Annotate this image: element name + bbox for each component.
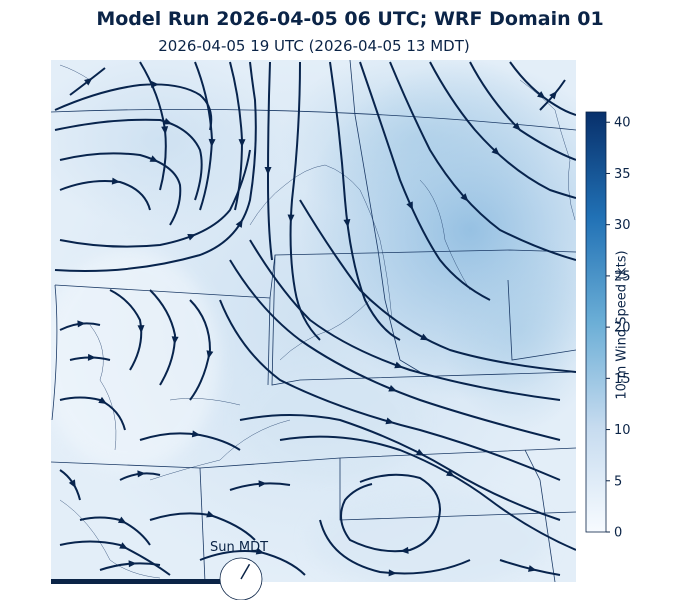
flow-direction-arrow-icon — [77, 320, 86, 328]
flow-direction-arrow-icon — [84, 77, 93, 86]
wind-speed-shading — [51, 60, 576, 582]
flow-direction-arrow-icon — [388, 569, 397, 577]
flow-direction-arrow-icon — [235, 219, 243, 228]
colorbar-tick-label: 15 — [614, 372, 631, 387]
time-indicator-label: Sun MDT — [210, 540, 269, 555]
colorbar-ticks: 0 5 10 15 20 25 30 35 40 — [606, 116, 631, 541]
colorbar-gradient — [585, 111, 607, 533]
colorbar-tick-label: 40 — [614, 116, 631, 131]
flow-direction-arrow-icon — [287, 214, 295, 223]
streamline — [149, 289, 177, 386]
streamline — [429, 61, 576, 199]
flow-direction-arrow-icon — [87, 353, 97, 361]
flow-direction-arrow-icon — [460, 193, 469, 202]
flow-direction-arrow-icon — [149, 155, 159, 162]
streamline — [389, 61, 576, 261]
flow-direction-arrow-icon — [238, 139, 246, 148]
streamline — [109, 289, 143, 371]
flow-direction-arrow-icon — [415, 448, 425, 456]
time-progress-bar — [51, 579, 241, 584]
streamline — [299, 199, 576, 373]
flow-direction-arrow-icon — [137, 325, 145, 334]
colorbar-tick-label: 30 — [614, 218, 631, 233]
streamline — [59, 540, 171, 576]
streamline — [319, 519, 471, 575]
streamline — [54, 118, 203, 201]
flow-direction-arrow-icon — [406, 201, 413, 211]
flow-direction-arrow-icon — [187, 234, 196, 241]
flow-direction-arrow-icon — [537, 91, 546, 99]
flow-direction-arrow-icon — [400, 546, 409, 554]
flow-direction-arrow-icon — [258, 480, 267, 488]
flow-direction-arrow-icon — [528, 565, 537, 572]
streamline — [266, 61, 273, 261]
streamline — [59, 396, 126, 431]
flow-direction-arrow-icon — [137, 470, 146, 478]
flow-direction-arrow-icon — [264, 166, 272, 175]
colorbar-label: 10-m Wind Speed (kts) — [614, 250, 630, 400]
flow-direction-arrow-icon — [191, 430, 201, 438]
clock-hand — [240, 563, 251, 580]
streamline — [509, 61, 576, 116]
flow-direction-arrow-icon — [171, 336, 179, 345]
flow-direction-arrow-icon — [446, 469, 455, 477]
streamline — [59, 152, 182, 226]
colorbar-tick-label: 10 — [614, 423, 631, 438]
streamline — [340, 473, 442, 553]
colorbar-tick-label: 25 — [614, 269, 631, 284]
flow-direction-arrow-icon — [512, 122, 521, 131]
wind-streamlines — [54, 61, 576, 577]
time-indicator — [51, 557, 263, 600]
rivers-and-counties — [59, 64, 576, 579]
flow-direction-arrow-icon — [420, 333, 429, 341]
streamline — [229, 259, 561, 441]
flow-direction-arrow-icon — [119, 542, 128, 550]
flow-direction-arrow-icon — [388, 385, 397, 392]
flow-direction-arrow-icon — [163, 117, 173, 125]
flow-direction-arrow-icon — [161, 126, 169, 135]
page-title: Model Run 2026-04-05 06 UTC; WRF Domain … — [96, 8, 604, 30]
flow-direction-arrow-icon — [206, 350, 214, 359]
colorbar-tick-label: 20 — [614, 321, 631, 336]
flow-direction-arrow-icon — [343, 218, 351, 228]
streamline — [54, 61, 257, 272]
flow-direction-arrow-icon — [98, 396, 107, 404]
streamline — [279, 435, 576, 551]
flow-direction-arrow-icon — [128, 560, 137, 568]
flow-direction-arrow-icon — [117, 516, 127, 524]
streamline — [239, 414, 561, 521]
streamline — [54, 83, 213, 131]
streamline — [359, 61, 491, 301]
flow-direction-arrow-icon — [68, 479, 76, 489]
flow-direction-arrow-icon — [394, 361, 403, 369]
streamline — [189, 299, 212, 401]
flow-direction-arrow-icon — [491, 147, 500, 156]
streamline — [219, 299, 561, 481]
colorbar-tick-label: 0 — [614, 526, 622, 541]
streamline — [249, 239, 561, 401]
flow-direction-arrow-icon — [111, 177, 121, 185]
flow-direction-arrow-icon — [206, 510, 215, 518]
valid-time-subtitle: 2026-04-05 19 UTC (2026-04-05 13 MDT) — [158, 37, 470, 55]
flow-direction-arrow-icon — [385, 417, 395, 425]
colorbar-tick-label: 5 — [614, 474, 622, 489]
flow-direction-arrow-icon — [549, 91, 558, 100]
flow-direction-arrow-icon — [208, 138, 216, 148]
colorbar-tick-label: 35 — [614, 167, 631, 182]
colorbar: 0 5 10 15 20 25 30 35 40 — [585, 111, 631, 541]
flow-direction-arrow-icon — [255, 547, 265, 555]
streamline — [329, 61, 401, 341]
